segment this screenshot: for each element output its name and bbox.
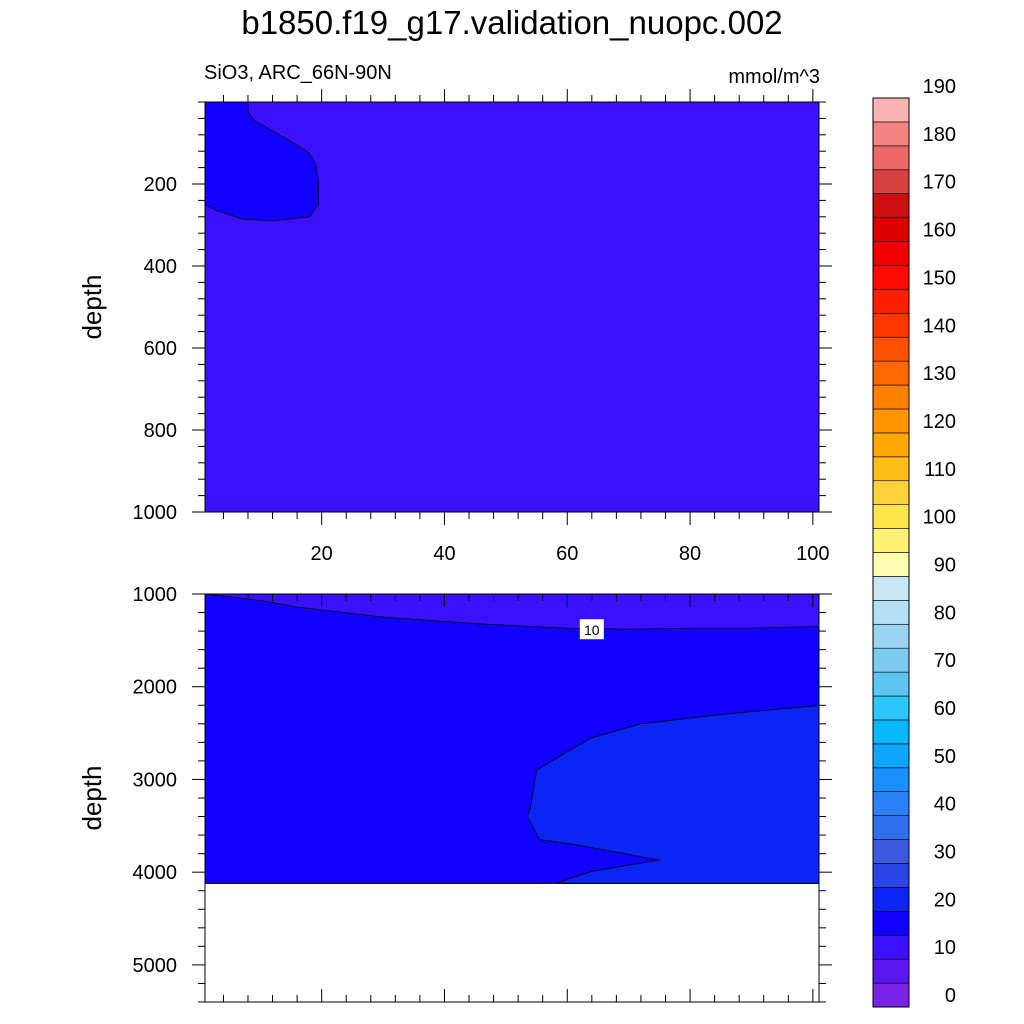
colorbar-swatch [872, 719, 910, 745]
colorbar-tick-label: 20 [934, 889, 956, 911]
colorbar-swatch [872, 767, 910, 793]
y-tick-label: 5000 [133, 955, 178, 977]
y-tick-label: 1000 [133, 584, 178, 606]
variable-region-label: SiO3, ARC_66N-90N [204, 62, 392, 84]
contour-region [204, 101, 320, 222]
colorbar-swatch [872, 528, 910, 553]
colorbar-swatch [872, 121, 910, 147]
colorbar-tick-label: 100 [923, 507, 956, 529]
y-tick-label: 200 [144, 174, 177, 196]
colorbar-swatch [872, 145, 910, 171]
colorbar-swatch [872, 456, 910, 482]
x-tick-label: 40 [433, 543, 455, 565]
y-tick-label: 800 [144, 420, 177, 442]
colorbar-tick-label: 140 [923, 315, 956, 337]
units-label: mmol/m^3 [728, 66, 820, 88]
plot-frame [204, 101, 820, 513]
colorbar-tick-label: 190 [923, 76, 956, 98]
colorbar-swatch [872, 97, 910, 123]
colorbar-swatch [872, 695, 910, 721]
colorbar-swatch [872, 623, 910, 649]
colorbar-swatch [872, 336, 910, 362]
colorbar-tick-label: 170 [923, 172, 956, 194]
colorbar-tick-label: 40 [934, 794, 956, 816]
chart-title: b1850.f19_g17.validation_nuopc.002 [241, 4, 783, 41]
colorbar-swatch [872, 958, 910, 984]
colorbar-swatch [872, 911, 910, 936]
y-tick-label: 400 [144, 256, 177, 278]
contour-label-box [579, 619, 604, 640]
colorbar-swatch [872, 504, 910, 529]
colorbar-swatch [872, 384, 910, 410]
colorbar-swatch [872, 671, 910, 697]
colorbar-swatch [872, 360, 910, 386]
colorbar-tick-label: 70 [934, 650, 956, 672]
x-tick-label: 80 [679, 543, 701, 565]
colorbar-tick-label: 150 [923, 267, 956, 289]
colorbar-tick-label: 160 [923, 220, 956, 242]
colorbar-tick-label: 10 [934, 937, 956, 959]
contour-label: 10 [584, 622, 600, 638]
colorbar-swatch [872, 289, 910, 314]
y-tick-label: 1000 [133, 502, 178, 524]
colorbar-tick-label: 180 [923, 124, 956, 146]
contour-region [527, 704, 820, 884]
colorbar-tick-label: 110 [924, 459, 956, 481]
y-tick-label: 3000 [133, 769, 178, 791]
colorbar-swatch [872, 432, 910, 458]
colorbar-tick-label: 80 [934, 602, 956, 624]
panel-lower [192, 593, 832, 1003]
y-tick-label: 4000 [133, 862, 178, 884]
colorbar-tick-label: 90 [934, 554, 956, 576]
colorbar-swatch [872, 743, 910, 769]
colorbar-swatch [872, 815, 910, 840]
panel-upper [192, 89, 832, 525]
y-tick-label: 600 [144, 338, 177, 360]
y-axis-label: depth [77, 274, 107, 339]
colorbar-swatch [872, 552, 910, 577]
colorbar-swatch [872, 480, 910, 505]
colorbar-swatch [872, 791, 910, 816]
colorbar-swatch [872, 600, 910, 625]
colorbar-swatch [872, 265, 910, 290]
colorbar [872, 97, 910, 1008]
colorbar-swatch [872, 312, 910, 338]
x-tick-label: 20 [311, 543, 333, 565]
colorbar-swatch [872, 217, 910, 242]
x-tick-label: 60 [556, 543, 578, 565]
colorbar-swatch [872, 647, 910, 673]
colorbar-tick-label: 120 [923, 411, 956, 433]
colorbar-swatch [872, 839, 910, 864]
colorbar-tick-label: 130 [923, 363, 956, 385]
x-tick-label: 100 [796, 543, 829, 565]
colorbar-swatch [872, 863, 910, 888]
y-tick-label: 2000 [133, 677, 178, 699]
colorbar-swatch [872, 887, 910, 912]
colorbar-swatch [872, 982, 910, 1008]
colorbar-swatch [872, 169, 910, 194]
colorbar-frame [872, 97, 910, 1008]
colorbar-tick-label: 30 [934, 842, 956, 864]
colorbar-swatch [872, 408, 910, 434]
colorbar-tick-label: 50 [934, 746, 956, 768]
colorbar-swatch [872, 934, 910, 960]
y-axis-label: depth [77, 765, 107, 830]
colorbar-swatch [872, 241, 910, 266]
colorbar-swatch [872, 193, 910, 218]
colorbar-tick-label: 0 [945, 985, 956, 1007]
colorbar-tick-label: 60 [934, 698, 956, 720]
colorbar-swatch [872, 576, 910, 601]
